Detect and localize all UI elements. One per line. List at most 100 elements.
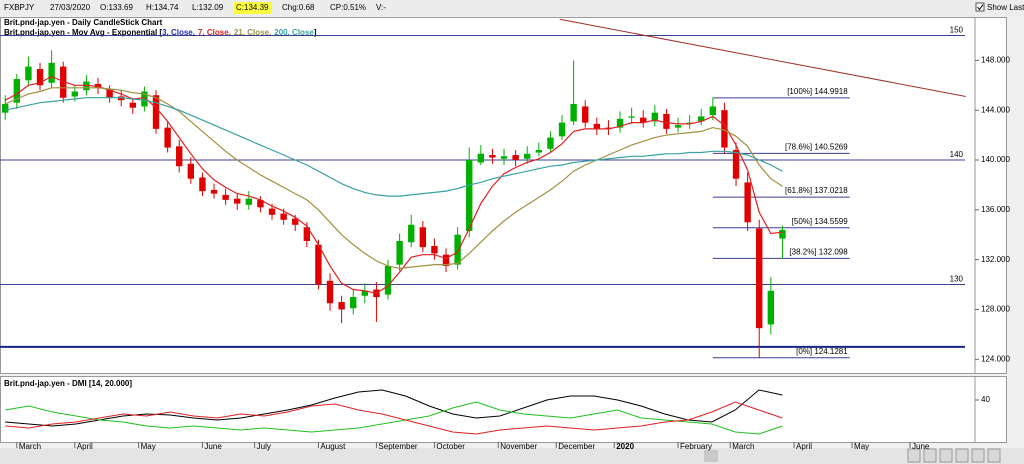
horizontal-line-label: 150: [950, 26, 964, 35]
candle-body: [257, 199, 264, 208]
legend-entry: 200, Close: [274, 28, 314, 37]
candle-body: [419, 227, 427, 248]
high: H:134.74: [146, 3, 179, 12]
dmi-title: Brit.pnd-jap.yen - DMI [14, 20.000]: [4, 379, 132, 388]
candle-body: [2, 103, 9, 113]
moving-average: [5, 97, 783, 197]
close: C:134.39: [236, 3, 269, 12]
show-last-label[interactable]: Show Last: [987, 3, 1024, 12]
fib-label: [100%] 144.9918: [787, 87, 848, 96]
change: Chg:0.68: [282, 3, 315, 12]
scrollbar[interactable]: [0, 448, 1024, 464]
dmi-panel: [0, 376, 1007, 443]
dmi-line: [5, 401, 783, 435]
candle-body: [466, 160, 473, 231]
x-tick-label: March: [19, 442, 41, 451]
candle-body: [222, 194, 229, 200]
button[interactable]: [923, 448, 937, 463]
candle-body: [60, 66, 67, 98]
candle-body: [94, 84, 102, 88]
button[interactable]: [907, 448, 921, 463]
candle-body: [384, 265, 392, 295]
button[interactable]: [971, 448, 985, 463]
candle-body: [350, 297, 357, 309]
candle-body: [756, 228, 763, 329]
overlay-title: Brit.pnd-jap.yen - Mov Avg - Exponential…: [4, 28, 162, 37]
x-tick-label: April: [77, 442, 93, 451]
x-tick-label: May: [854, 442, 869, 451]
x-tick-label: September: [378, 442, 417, 451]
candle-body: [164, 127, 171, 148]
x-tick-label: November: [500, 442, 537, 451]
candle-body: [13, 79, 21, 103]
x-tick-label: February: [680, 442, 712, 451]
candle-body: [593, 123, 601, 129]
candle-body: [779, 229, 786, 239]
symbol: FXBPJY: [4, 3, 35, 12]
x-tick-label: October: [436, 442, 465, 451]
button[interactable]: [987, 448, 1001, 463]
checkbox[interactable]: [975, 2, 985, 12]
candle-body: [651, 112, 659, 122]
candle-body: [245, 198, 253, 205]
volume: V:-: [376, 3, 386, 12]
candle-body: [686, 122, 693, 124]
candle-body: [721, 110, 728, 148]
candle-body: [315, 244, 322, 285]
candle-body: [558, 122, 566, 137]
candle-body: [454, 234, 461, 265]
candle-body: [744, 182, 751, 223]
fib-label: [38.2%] 132.098: [789, 248, 848, 257]
candle-body: [338, 302, 345, 310]
candle-body: [500, 156, 508, 159]
candle-body: [199, 177, 206, 192]
x-tick-label: March: [732, 442, 754, 451]
y-tick-label: 124.000: [981, 354, 1010, 363]
candle-body: [663, 113, 670, 129]
button[interactable]: [939, 448, 953, 463]
candle-body: [141, 91, 148, 107]
candle-body: [71, 91, 79, 97]
candle-body: [524, 153, 531, 159]
candle-body: [396, 240, 403, 265]
candle-body: [129, 102, 137, 108]
y-tick-label: 144.000: [981, 105, 1010, 114]
horizontal-line-label: 130: [950, 275, 964, 284]
button[interactable]: [955, 448, 969, 463]
candle-body: [582, 106, 589, 123]
candle-body: [431, 245, 438, 254]
candle-body: [698, 116, 705, 122]
candle-body: [408, 224, 415, 243]
candle-body: [36, 69, 44, 86]
candle-body: [489, 155, 496, 158]
fib-label: [78.6%] 140.5269: [785, 143, 848, 152]
candle-body: [605, 127, 612, 129]
candle-body: [547, 137, 554, 149]
y-tick-label: 140.000: [981, 155, 1010, 164]
candle-body: [326, 280, 334, 304]
toolbar-buttons: [907, 448, 1001, 463]
chart-title: Brit.pnd-jap.yen - Daily CandleStick Cha…: [4, 18, 163, 27]
y-tick-label: 128.000: [981, 305, 1010, 314]
fib-label: [0%] 124.1281: [796, 347, 848, 356]
candle-body: [210, 189, 218, 194]
scroll-thumb[interactable]: [704, 450, 718, 462]
x-tick-label: May: [141, 442, 156, 451]
horizontal-line-label: 140: [950, 150, 964, 159]
low: L:132.09: [192, 3, 224, 12]
x-tick-label: December: [558, 442, 595, 451]
candle-body: [767, 290, 775, 325]
dmi-line: [5, 401, 783, 435]
candle-body: [48, 62, 55, 83]
overlay-params: 3, Close,: [162, 28, 195, 37]
x-tick-label: 2020: [616, 442, 634, 451]
candle-body: [106, 89, 113, 98]
candle-body: [187, 163, 195, 179]
y-tick-label: 136.000: [981, 205, 1010, 214]
candle-body: [640, 117, 647, 123]
candle-body: [442, 254, 450, 266]
fib-label: [50%] 134.5599: [792, 217, 849, 226]
candle-body: [361, 290, 369, 296]
x-tick-label: August: [320, 442, 346, 451]
open: O:133.69: [100, 3, 133, 12]
